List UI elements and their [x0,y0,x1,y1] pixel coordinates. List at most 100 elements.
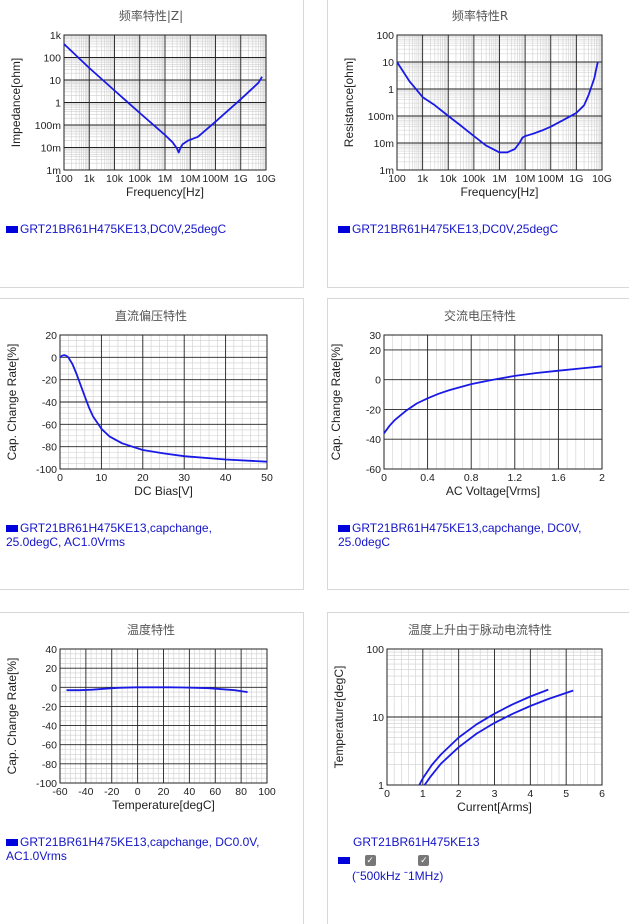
checkbox-500khz[interactable]: ✓ [364,855,376,867]
legend[interactable]: GRT21BR61H475KE13,capchange, DC0V, 25.0d… [338,521,581,549]
legend-series-names: (ˉ500kHz ˉ1MHz) [352,869,443,883]
x-tick-label: 30 [178,472,190,484]
ripple-current-chart: 0 1 2 3 4 5 6110100Current[Arms]Temperature[de… [332,644,605,814]
x-tick-label: 10M [515,173,535,185]
checkbox-1mhz[interactable]: ✓ [418,855,430,867]
x-tick-label: 10M [180,173,200,185]
x-tick-label: 1G [234,173,248,185]
x-tick-label: 1G [569,173,583,185]
legend[interactable]: GRT21BR61H475KE13,capchange, DC0.0V, AC1… [6,835,260,863]
series-line-1mhz [423,689,574,786]
panel-dc-bias: 直流偏压特性 0 10 20 30 40 50 20 0 -20 -40 -60 -80 -100 DC … [0,298,304,590]
x-tick-label: 1 [420,788,426,800]
x-tick-label: 2 [456,788,462,800]
y-tick-label: -40 [42,397,57,409]
x-tick-label: 50 [261,472,273,484]
y-tick-label: -20 [42,375,57,387]
x-tick-label: 1.6 [551,472,566,484]
legend: GRT21BR61H475KE13 [353,835,480,849]
y-tick-label: -80 [42,759,57,771]
x-tick-label: 1k [84,173,96,185]
y-tick-label: -20 [366,404,381,416]
x-tick-label: 1k [417,173,429,185]
legend-swatch [6,839,18,847]
legend[interactable]: GRT21BR61H475KE13,capchange, 25.0degC, A… [6,521,212,549]
x-axis-label: Current[Arms] [457,800,532,814]
x-tick-label: 40 [220,472,232,484]
chart-title: 频率特性|Z| [118,9,184,23]
legend-label: GRT21BR61H475KE13,capchange, DC0V, 25.0d… [338,521,582,549]
x-tick-label: 1M [492,173,507,185]
legend[interactable]: GRT21BR61H475KE13,DC0V,25degC [6,222,226,236]
y-tick-label: 100 [376,30,394,42]
panel-ac-voltage: 交流电压特性 0 0.4 0.8 1.2 1.6 2 30 20 0 -20 -40 -60 AC Vo… [327,298,629,590]
x-tick-label: 20 [158,786,170,798]
panel-temperature: 温度特性 -60 -40 -20 0 20 40 60 80 100 40 20 0 -20 -40 -60… [0,612,304,924]
y-axis-label: Cap. Change Rate[%] [5,344,19,461]
y-tick-label: 1 [55,98,61,110]
legend-swatch [6,525,18,533]
y-tick-label: 0 [51,352,57,364]
x-tick-label: 0 [135,786,141,798]
x-tick-label: 0 [384,788,390,800]
series-labels: (ˉ500kHz ˉ1MHz) [352,869,444,883]
x-axis-label: AC Voltage[Vrms] [446,484,540,498]
x-tick-label: 5 [563,788,569,800]
legend-swatch [338,525,350,533]
x-tick-label: 10k [440,173,458,185]
legend-label: GRT21BR61H475KE13,DC0V,25degC [352,222,559,236]
y-tick-label: 1k [50,30,62,42]
dc-bias-chart: 0 10 20 30 40 50 20 0 -20 -40 -60 -80 -100 DC Bias[V]… [5,330,273,498]
x-tick-label: -40 [78,786,93,798]
y-tick-label: 20 [45,663,57,675]
x-tick-label: 2 [599,472,605,484]
x-tick-label: 0 [381,472,387,484]
x-tick-label: -20 [104,786,119,798]
x-tick-label: -60 [52,786,67,798]
x-tick-label: 100 [258,786,276,798]
series-line [383,365,603,434]
x-tick-label: 10 [96,472,108,484]
legend[interactable]: GRT21BR61H475KE13,DC0V,25degC [338,222,558,236]
x-tick-label: 60 [209,786,221,798]
panel-ripple-current: 温度上升由于脉动电流特性 0 1 2 3 4 5 6 1 10 100 Current[Arms] T… [327,612,629,924]
y-tick-label: -80 [42,442,57,454]
x-tick-label: 3 [492,788,498,800]
minor-grid [392,335,594,469]
y-tick-label: -20 [42,701,57,713]
panel-resistance: 频率特性R 100 1k 10k 100k 1M 10M 100M 1G 10G 1m 10m 100… [327,0,629,288]
temperature-chart: -60 -40 -20 0 20 40 60 80 100 40 20 0 -20 -40 -60 -80 -1… [5,644,276,812]
y-tick-label: 10m [41,143,62,155]
x-tick-label: 0.4 [420,472,435,484]
plot-area [384,335,602,469]
legend-swatch [338,857,350,865]
y-tick-label: 100m [35,120,62,132]
x-axis-label: Frequency[Hz] [126,185,204,199]
panel-impedance: 频率特性|Z| 100 1k 10k 100k 1M 10M 100M 1G 10G 1m 10m 1… [0,0,304,288]
y-tick-label: 100 [366,644,384,656]
x-tick-label: 100 [388,173,406,185]
legend-label: GRT21BR61H475KE13,DC0V,25degC [20,222,227,236]
x-tick-label: 100k [128,173,152,185]
x-tick-label: 100M [202,173,228,185]
chart-title: 温度上升由于脉动电流特性 [407,623,552,637]
legend-series-row: ✓ ✓ [338,853,430,867]
y-tick-label: -100 [36,778,57,790]
x-axis-label: DC Bias[V] [134,484,193,498]
series-line [66,686,248,693]
x-tick-label: 100M [538,173,564,185]
y-tick-label: 30 [369,330,381,342]
series-line [63,43,263,154]
x-tick-label: 0.8 [464,472,479,484]
impedance-chart: 100 1k 10k 100k 1M 10M 100M 1G 10G 1m 10m 100m 1 10 10… [9,30,276,199]
y-axis-label: Resistance[ohm] [342,58,356,147]
plot-border [63,34,267,171]
x-tick-label: 4 [527,788,533,800]
y-tick-label: 10 [372,712,384,724]
x-tick-label: 80 [235,786,247,798]
x-tick-label: 20 [137,472,149,484]
y-axis-label: Cap. Change Rate[%] [5,658,19,775]
x-tick-label: 1.2 [507,472,522,484]
y-tick-label: 40 [45,644,57,656]
plot-border [383,334,603,470]
